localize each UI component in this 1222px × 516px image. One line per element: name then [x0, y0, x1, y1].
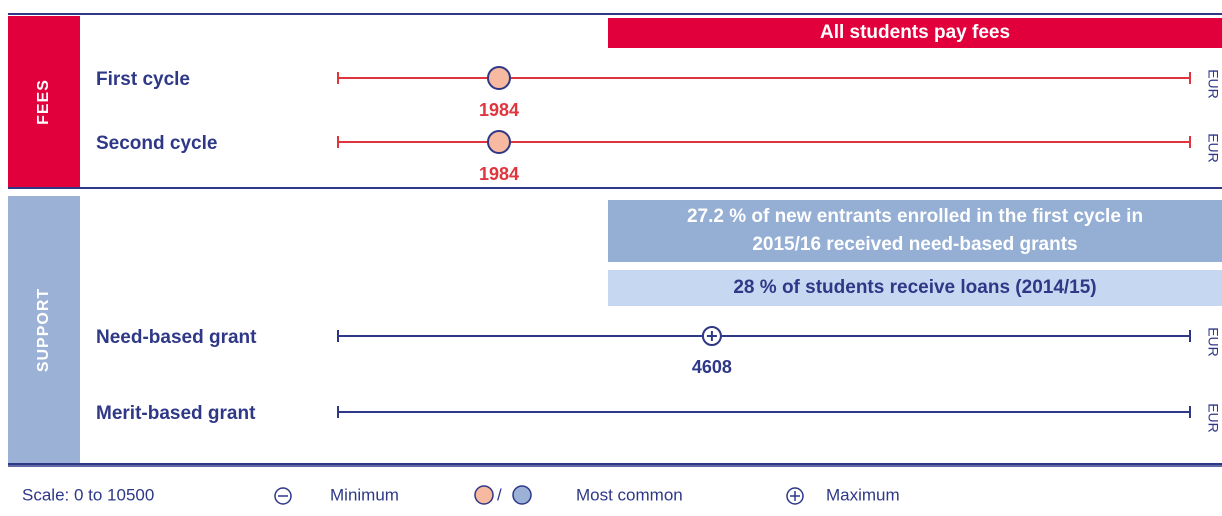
- maximum-marker: [701, 326, 722, 346]
- row-label: Merit-based grant: [96, 403, 256, 424]
- legend-maximum: Maximum: [826, 485, 900, 504]
- section-label-bg: [8, 16, 80, 188]
- row-label: Need-based grant: [96, 327, 257, 348]
- legend-minimum: Minimum: [330, 485, 399, 504]
- most-common-marker: [486, 130, 511, 154]
- value-label: 4608: [692, 357, 732, 377]
- value-label: 1984: [479, 100, 519, 120]
- legend: Minimum / Most common Maximum: [274, 485, 900, 505]
- maximum-icon: [786, 487, 804, 505]
- legend-most-common: Most common: [576, 485, 683, 504]
- banner-text: All students pay fees: [820, 22, 1010, 43]
- banner: [608, 18, 1222, 48]
- unit-label: EUR: [1205, 69, 1221, 99]
- minimum-icon: [274, 487, 292, 505]
- banner: [608, 270, 1222, 306]
- most-common-icon: [512, 485, 532, 505]
- row-label: First cycle: [96, 69, 190, 90]
- banner-text: 28 % of students receive loans (2014/15): [733, 277, 1096, 298]
- most-common-marker: [486, 66, 511, 90]
- unit-label: EUR: [1205, 327, 1221, 357]
- most-common-icon: [474, 485, 494, 505]
- banner-text: 2015/16 received need-based grants: [752, 234, 1077, 255]
- banner-text: 27.2 % of new entrants enrolled in the f…: [687, 206, 1143, 227]
- banner: [608, 200, 1222, 262]
- unit-label: EUR: [1205, 133, 1221, 163]
- unit-label: EUR: [1205, 403, 1221, 433]
- row-label: Second cycle: [96, 133, 217, 154]
- section-label: FEES: [35, 79, 52, 125]
- legend-separator: /: [497, 485, 502, 504]
- value-label: 1984: [479, 164, 519, 184]
- section-label: SUPPORT: [35, 288, 52, 372]
- section-label-bg: [8, 196, 80, 464]
- scale-label: Scale: 0 to 10500: [22, 485, 154, 504]
